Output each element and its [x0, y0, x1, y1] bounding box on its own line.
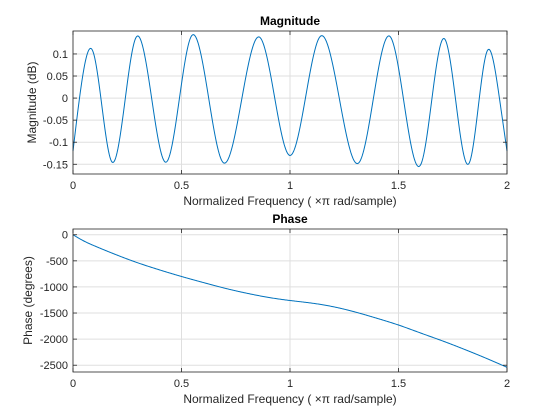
y-tick-label: 0 [62, 93, 68, 105]
phase-title: Phase [272, 212, 308, 226]
y-tick-label: 0.05 [47, 71, 68, 83]
x-tick-label: 0 [70, 180, 76, 192]
x-tick-label: 2 [504, 180, 510, 192]
magnitude-y-axis-label: Magnitude (dB) [25, 61, 39, 143]
x-tick-label: 0.5 [174, 180, 189, 192]
phase-y-axis-label: Phase (degrees) [21, 256, 35, 345]
y-tick-label: 0.1 [53, 49, 68, 61]
phase-x-axis-label: Normalized Frequency ( ×π rad/sample) [183, 392, 396, 406]
y-tick-label: -1000 [40, 282, 68, 294]
magnitude-title: Magnitude [260, 14, 320, 28]
y-tick-label: 0 [62, 230, 68, 242]
x-tick-label: 2 [504, 378, 510, 390]
x-tick-label: 1 [287, 180, 293, 192]
magnitude-x-axis-label: Normalized Frequency ( ×π rad/sample) [183, 194, 396, 208]
magnitude-plot: 0 0.5 1 1.5 2 0.1 0.05 0 -0.05 -0.1 -0.15 Magnitude… [25, 14, 510, 208]
phase-series-line [72, 234, 508, 368]
y-tick-label: -500 [46, 256, 68, 268]
x-tick-label: 1.5 [391, 378, 406, 390]
y-tick-label: -0.1 [49, 137, 68, 149]
y-tick-label: -0.15 [43, 159, 68, 171]
y-tick-label: -2000 [40, 334, 68, 346]
y-tick-label: -0.05 [43, 115, 68, 127]
phase-plot: 0 0.5 1 1.5 2 0 -500 -1000 -1500 -2000 -2500 Phase N… [21, 212, 510, 406]
magnitude-series-line [72, 34, 508, 168]
x-tick-label: 1 [287, 378, 293, 390]
x-tick-label: 1.5 [391, 180, 406, 192]
y-tick-label: -2500 [40, 360, 68, 372]
x-tick-label: 0 [70, 378, 76, 390]
y-tick-label: -1500 [40, 308, 68, 320]
x-tick-label: 0.5 [174, 378, 189, 390]
